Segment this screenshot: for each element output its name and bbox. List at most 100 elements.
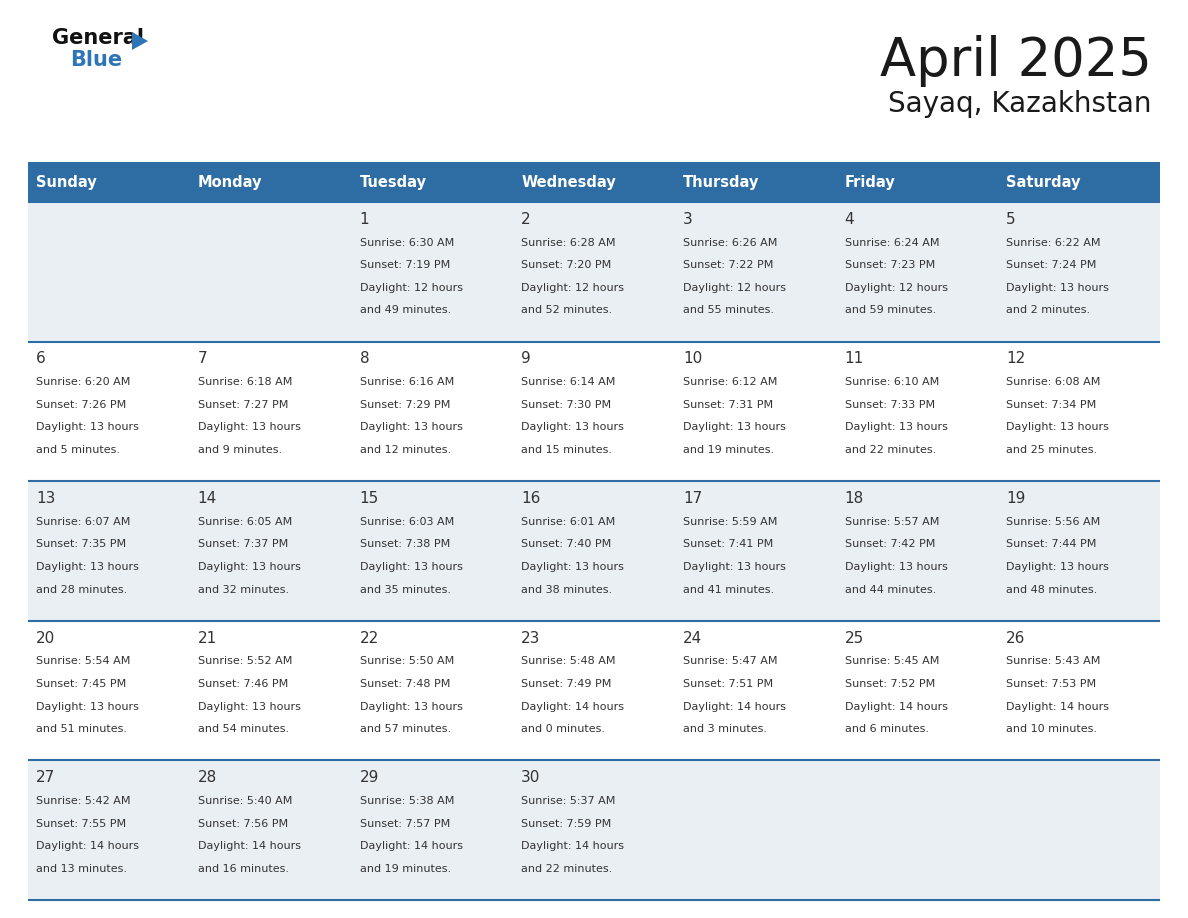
Text: Sunset: 7:26 PM: Sunset: 7:26 PM xyxy=(36,400,126,409)
Text: and 9 minutes.: and 9 minutes. xyxy=(197,445,282,455)
Text: Sunrise: 5:37 AM: Sunrise: 5:37 AM xyxy=(522,796,615,806)
Text: 14: 14 xyxy=(197,491,217,506)
Text: Sunset: 7:33 PM: Sunset: 7:33 PM xyxy=(845,400,935,409)
Text: Daylight: 14 hours: Daylight: 14 hours xyxy=(197,841,301,851)
Text: Sunrise: 5:45 AM: Sunrise: 5:45 AM xyxy=(845,656,939,666)
Text: Sunrise: 5:38 AM: Sunrise: 5:38 AM xyxy=(360,796,454,806)
Bar xyxy=(29,202,1159,341)
Text: Sunset: 7:53 PM: Sunset: 7:53 PM xyxy=(1006,679,1097,689)
Text: Daylight: 13 hours: Daylight: 13 hours xyxy=(360,422,462,432)
Text: and 44 minutes.: and 44 minutes. xyxy=(845,585,936,595)
Text: and 57 minutes.: and 57 minutes. xyxy=(360,724,450,734)
Text: Sunrise: 6:18 AM: Sunrise: 6:18 AM xyxy=(197,377,292,387)
Text: Sunset: 7:42 PM: Sunset: 7:42 PM xyxy=(845,540,935,549)
Text: 7: 7 xyxy=(197,352,208,366)
Text: Sunrise: 6:07 AM: Sunrise: 6:07 AM xyxy=(36,517,131,527)
Text: Sunrise: 6:08 AM: Sunrise: 6:08 AM xyxy=(1006,377,1101,387)
Text: Sunset: 7:38 PM: Sunset: 7:38 PM xyxy=(360,540,450,549)
Text: and 35 minutes.: and 35 minutes. xyxy=(360,585,450,595)
Text: Daylight: 13 hours: Daylight: 13 hours xyxy=(1006,283,1110,293)
Text: Sunset: 7:48 PM: Sunset: 7:48 PM xyxy=(360,679,450,689)
Text: Daylight: 13 hours: Daylight: 13 hours xyxy=(845,422,948,432)
Text: Thursday: Thursday xyxy=(683,174,759,189)
Text: Daylight: 13 hours: Daylight: 13 hours xyxy=(197,422,301,432)
Text: 8: 8 xyxy=(360,352,369,366)
Text: 16: 16 xyxy=(522,491,541,506)
Bar xyxy=(29,162,190,202)
Text: Daylight: 12 hours: Daylight: 12 hours xyxy=(360,283,462,293)
Bar xyxy=(675,162,836,202)
Text: Sunrise: 5:50 AM: Sunrise: 5:50 AM xyxy=(360,656,454,666)
Bar xyxy=(29,481,1159,621)
Text: Sunrise: 5:42 AM: Sunrise: 5:42 AM xyxy=(36,796,131,806)
Text: and 2 minutes.: and 2 minutes. xyxy=(1006,306,1091,316)
Text: Daylight: 13 hours: Daylight: 13 hours xyxy=(360,701,462,711)
Text: and 19 minutes.: and 19 minutes. xyxy=(683,445,775,455)
Text: Sunset: 7:56 PM: Sunset: 7:56 PM xyxy=(197,819,287,829)
Text: 19: 19 xyxy=(1006,491,1025,506)
Text: Daylight: 13 hours: Daylight: 13 hours xyxy=(1006,562,1110,572)
Text: 9: 9 xyxy=(522,352,531,366)
Text: and 0 minutes.: and 0 minutes. xyxy=(522,724,605,734)
Text: and 15 minutes.: and 15 minutes. xyxy=(522,445,612,455)
Text: Sunrise: 6:30 AM: Sunrise: 6:30 AM xyxy=(360,238,454,248)
Text: Daylight: 13 hours: Daylight: 13 hours xyxy=(197,562,301,572)
Text: Sunrise: 6:10 AM: Sunrise: 6:10 AM xyxy=(845,377,939,387)
Bar xyxy=(29,621,1159,760)
Text: Sunset: 7:37 PM: Sunset: 7:37 PM xyxy=(197,540,287,549)
Text: and 22 minutes.: and 22 minutes. xyxy=(522,864,613,874)
Text: Monday: Monday xyxy=(197,174,263,189)
Polygon shape xyxy=(132,32,148,50)
Text: 12: 12 xyxy=(1006,352,1025,366)
Text: Sunrise: 6:01 AM: Sunrise: 6:01 AM xyxy=(522,517,615,527)
Text: and 16 minutes.: and 16 minutes. xyxy=(197,864,289,874)
Text: 2: 2 xyxy=(522,212,531,227)
Text: Sunset: 7:34 PM: Sunset: 7:34 PM xyxy=(1006,400,1097,409)
Text: Daylight: 13 hours: Daylight: 13 hours xyxy=(522,422,624,432)
Text: Sunrise: 5:56 AM: Sunrise: 5:56 AM xyxy=(1006,517,1100,527)
Text: Blue: Blue xyxy=(70,50,122,70)
Text: and 55 minutes.: and 55 minutes. xyxy=(683,306,773,316)
Bar xyxy=(836,162,998,202)
Text: 26: 26 xyxy=(1006,631,1025,645)
Text: Daylight: 13 hours: Daylight: 13 hours xyxy=(36,422,139,432)
Text: Sunset: 7:46 PM: Sunset: 7:46 PM xyxy=(197,679,287,689)
Text: Sunset: 7:57 PM: Sunset: 7:57 PM xyxy=(360,819,450,829)
Text: Sayaq, Kazakhstan: Sayaq, Kazakhstan xyxy=(889,90,1152,118)
Text: 11: 11 xyxy=(845,352,864,366)
Text: and 10 minutes.: and 10 minutes. xyxy=(1006,724,1098,734)
Text: and 5 minutes.: and 5 minutes. xyxy=(36,445,120,455)
Text: Daylight: 14 hours: Daylight: 14 hours xyxy=(845,701,948,711)
Text: Daylight: 13 hours: Daylight: 13 hours xyxy=(197,701,301,711)
Text: Sunday: Sunday xyxy=(36,174,97,189)
Text: 15: 15 xyxy=(360,491,379,506)
Text: Sunset: 7:29 PM: Sunset: 7:29 PM xyxy=(360,400,450,409)
Text: Sunset: 7:55 PM: Sunset: 7:55 PM xyxy=(36,819,126,829)
Text: Sunset: 7:44 PM: Sunset: 7:44 PM xyxy=(1006,540,1097,549)
Text: 4: 4 xyxy=(845,212,854,227)
Text: Sunset: 7:19 PM: Sunset: 7:19 PM xyxy=(360,260,450,270)
Text: Sunset: 7:31 PM: Sunset: 7:31 PM xyxy=(683,400,773,409)
Bar xyxy=(29,341,1159,481)
Text: Sunset: 7:59 PM: Sunset: 7:59 PM xyxy=(522,819,612,829)
Text: 10: 10 xyxy=(683,352,702,366)
Text: Daylight: 14 hours: Daylight: 14 hours xyxy=(522,841,624,851)
Text: and 19 minutes.: and 19 minutes. xyxy=(360,864,450,874)
Text: and 54 minutes.: and 54 minutes. xyxy=(197,724,289,734)
Text: Sunset: 7:35 PM: Sunset: 7:35 PM xyxy=(36,540,126,549)
Text: and 49 minutes.: and 49 minutes. xyxy=(360,306,450,316)
Text: Sunrise: 6:12 AM: Sunrise: 6:12 AM xyxy=(683,377,777,387)
Text: Sunset: 7:24 PM: Sunset: 7:24 PM xyxy=(1006,260,1097,270)
Bar xyxy=(352,162,513,202)
Text: Daylight: 12 hours: Daylight: 12 hours xyxy=(845,283,948,293)
Text: Sunset: 7:30 PM: Sunset: 7:30 PM xyxy=(522,400,612,409)
Text: 22: 22 xyxy=(360,631,379,645)
Text: and 6 minutes.: and 6 minutes. xyxy=(845,724,929,734)
Text: Sunrise: 6:26 AM: Sunrise: 6:26 AM xyxy=(683,238,777,248)
Text: Sunset: 7:51 PM: Sunset: 7:51 PM xyxy=(683,679,773,689)
Text: Daylight: 13 hours: Daylight: 13 hours xyxy=(36,701,139,711)
Text: Sunrise: 6:03 AM: Sunrise: 6:03 AM xyxy=(360,517,454,527)
Text: Sunset: 7:40 PM: Sunset: 7:40 PM xyxy=(522,540,612,549)
Bar xyxy=(998,162,1159,202)
Text: and 28 minutes.: and 28 minutes. xyxy=(36,585,127,595)
